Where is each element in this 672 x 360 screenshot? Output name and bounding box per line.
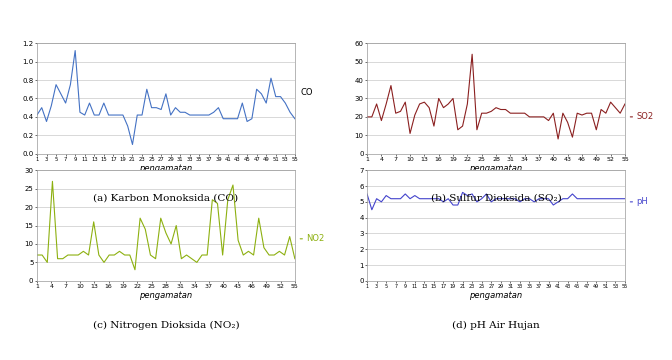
Text: SO2: SO2 — [636, 112, 654, 121]
X-axis label: pengamatan: pengamatan — [139, 291, 192, 300]
Text: CO: CO — [300, 89, 312, 98]
Text: (a) Karbon Monoksida (CO): (a) Karbon Monoksida (CO) — [93, 193, 239, 202]
X-axis label: pengamatan: pengamatan — [139, 163, 192, 172]
Text: pH: pH — [636, 197, 648, 206]
Text: (b) Sulfur Dioksida (SO₂): (b) Sulfur Dioksida (SO₂) — [431, 193, 561, 202]
Text: (c) Nitrogen Dioksida (NO₂): (c) Nitrogen Dioksida (NO₂) — [93, 320, 239, 329]
X-axis label: pengamatan: pengamatan — [470, 163, 523, 172]
X-axis label: pengamatan: pengamatan — [470, 291, 523, 300]
Text: (d) pH Air Hujan: (d) pH Air Hujan — [452, 320, 540, 329]
Text: NO2: NO2 — [306, 234, 325, 243]
